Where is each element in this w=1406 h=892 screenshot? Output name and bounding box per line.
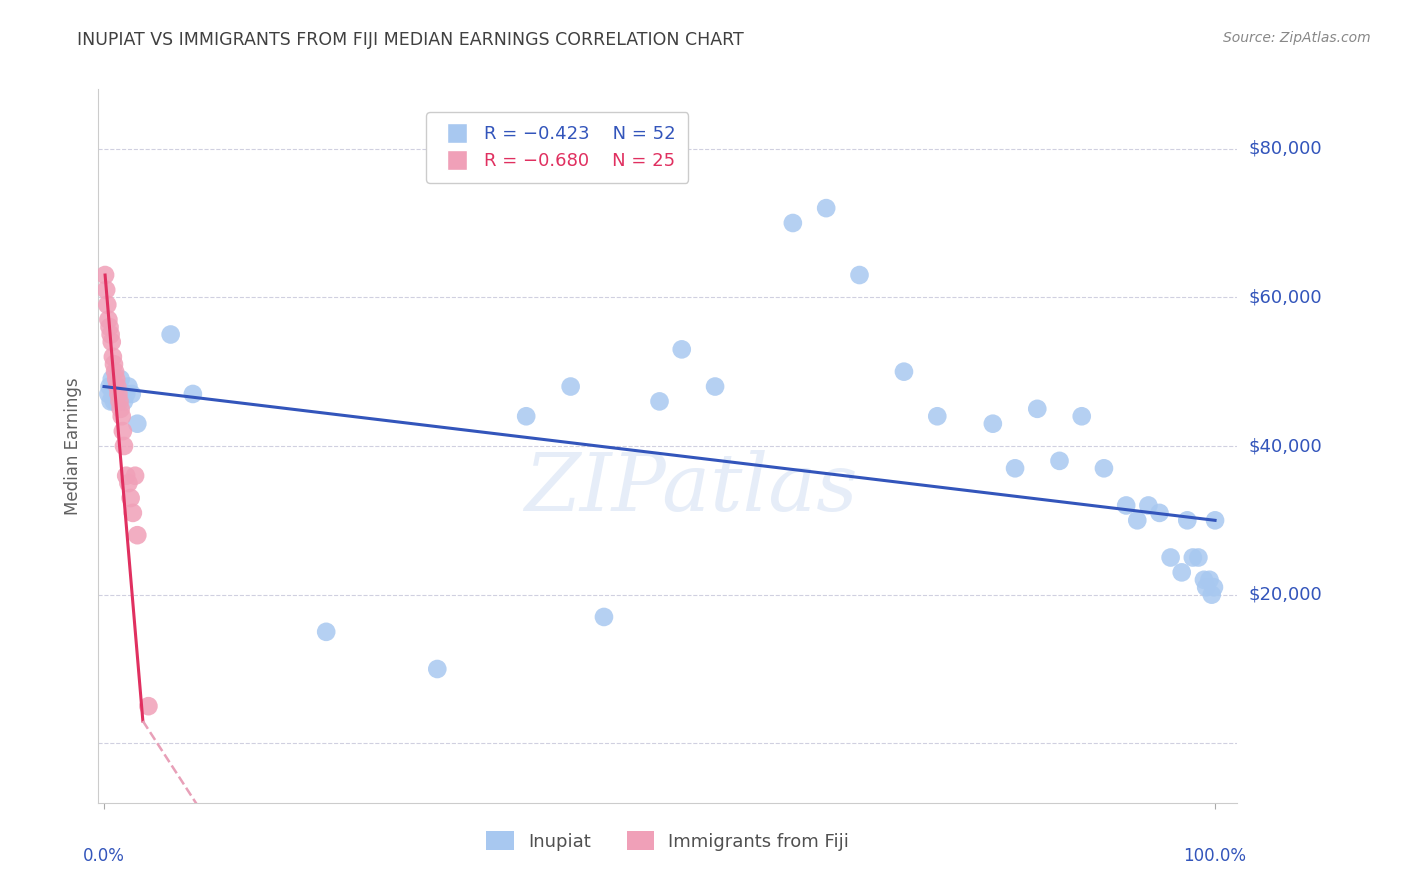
Legend: Inupiat, Immigrants from Fiji: Inupiat, Immigrants from Fiji bbox=[479, 824, 856, 858]
Point bbox=[782, 216, 804, 230]
Text: INUPIAT VS IMMIGRANTS FROM FIJI MEDIAN EARNINGS CORRELATION CHART: INUPIAT VS IMMIGRANTS FROM FIJI MEDIAN E… bbox=[77, 31, 744, 49]
Point bbox=[1181, 550, 1204, 565]
Point bbox=[138, 699, 160, 714]
Point bbox=[981, 417, 1004, 431]
Point bbox=[1026, 401, 1049, 416]
Point bbox=[96, 283, 118, 297]
Point bbox=[515, 409, 537, 424]
Point bbox=[101, 350, 124, 364]
Point bbox=[1201, 588, 1223, 602]
Point bbox=[560, 379, 582, 393]
Point bbox=[97, 312, 120, 326]
Point bbox=[124, 468, 146, 483]
Point bbox=[110, 401, 132, 416]
Point bbox=[104, 365, 127, 379]
Point bbox=[111, 409, 134, 424]
Point bbox=[127, 417, 149, 431]
Point bbox=[115, 387, 138, 401]
Point bbox=[111, 424, 134, 438]
Point bbox=[107, 387, 129, 401]
Point bbox=[104, 379, 127, 393]
Point bbox=[671, 343, 693, 357]
Point bbox=[1170, 566, 1192, 580]
Point bbox=[120, 491, 142, 505]
Point bbox=[94, 268, 117, 282]
Text: $20,000: $20,000 bbox=[1249, 586, 1322, 604]
Point bbox=[117, 379, 139, 393]
Point bbox=[1198, 573, 1220, 587]
Text: $80,000: $80,000 bbox=[1249, 140, 1322, 158]
Point bbox=[105, 372, 128, 386]
Point bbox=[98, 379, 121, 393]
Point bbox=[1070, 409, 1092, 424]
Text: Source: ZipAtlas.com: Source: ZipAtlas.com bbox=[1223, 31, 1371, 45]
Point bbox=[121, 387, 143, 401]
Point bbox=[1175, 513, 1198, 527]
Point bbox=[1126, 513, 1149, 527]
Point bbox=[1115, 499, 1137, 513]
Point bbox=[1049, 454, 1071, 468]
Point bbox=[1204, 513, 1226, 527]
Point bbox=[96, 298, 118, 312]
Point bbox=[108, 394, 131, 409]
Point bbox=[107, 387, 129, 401]
Point bbox=[181, 387, 204, 401]
Point bbox=[105, 379, 128, 393]
Text: ZIPatlas: ZIPatlas bbox=[524, 450, 858, 527]
Point bbox=[112, 439, 135, 453]
Point bbox=[121, 506, 143, 520]
Point bbox=[159, 327, 181, 342]
Point bbox=[1149, 506, 1171, 520]
Point bbox=[110, 372, 132, 386]
Point bbox=[97, 387, 120, 401]
Point bbox=[100, 327, 122, 342]
Point bbox=[315, 624, 337, 639]
Text: 0.0%: 0.0% bbox=[83, 847, 125, 865]
Point bbox=[105, 387, 128, 401]
Point bbox=[848, 268, 870, 282]
Point bbox=[648, 394, 671, 409]
Point bbox=[1137, 499, 1160, 513]
Point bbox=[105, 394, 128, 409]
Point bbox=[103, 357, 125, 371]
Point bbox=[127, 528, 149, 542]
Point bbox=[927, 409, 949, 424]
Text: $40,000: $40,000 bbox=[1249, 437, 1322, 455]
Point bbox=[100, 334, 122, 349]
Point bbox=[100, 372, 122, 386]
Point bbox=[1160, 550, 1182, 565]
Point bbox=[815, 201, 838, 215]
Point bbox=[117, 476, 139, 491]
Point bbox=[112, 394, 135, 409]
Point bbox=[101, 387, 124, 401]
Text: 100.0%: 100.0% bbox=[1184, 847, 1247, 865]
Point bbox=[98, 320, 121, 334]
Point bbox=[1187, 550, 1209, 565]
Point bbox=[704, 379, 727, 393]
Point bbox=[1202, 580, 1225, 594]
Point bbox=[1004, 461, 1026, 475]
Point bbox=[1195, 580, 1218, 594]
Point bbox=[115, 468, 138, 483]
Point bbox=[593, 610, 616, 624]
Point bbox=[893, 365, 915, 379]
Point bbox=[103, 394, 125, 409]
Point bbox=[426, 662, 449, 676]
Point bbox=[1192, 573, 1215, 587]
Point bbox=[100, 394, 122, 409]
Y-axis label: Median Earnings: Median Earnings bbox=[65, 377, 83, 515]
Text: $60,000: $60,000 bbox=[1249, 288, 1322, 306]
Point bbox=[1092, 461, 1115, 475]
